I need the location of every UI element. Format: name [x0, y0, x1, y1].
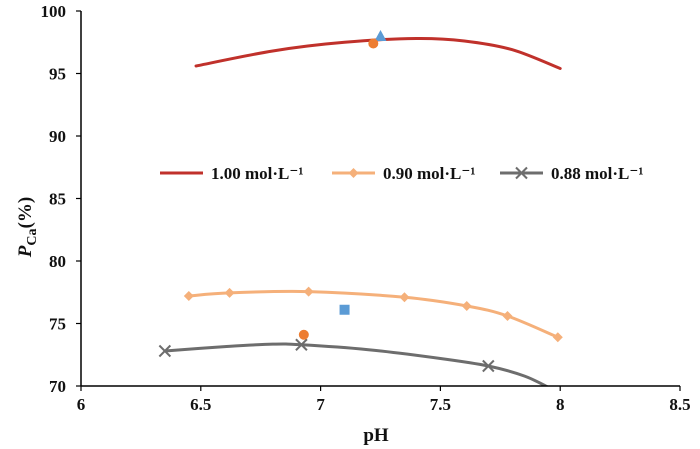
y-axis-title-suffix: (%) [15, 197, 36, 229]
y-tick-label: 85 [49, 190, 66, 209]
extra-point-4 [298, 329, 309, 340]
series-2-point [552, 332, 563, 343]
series-2-point [303, 286, 314, 297]
legend-label-1: 1.00 mol·L⁻¹ [211, 164, 303, 183]
x-tick-label: 6.5 [190, 395, 211, 414]
y-tick-label: 95 [49, 65, 66, 84]
series-3-point [482, 359, 495, 373]
legend-label-3: 0.88 mol·L⁻¹ [551, 164, 643, 183]
x-tick-label: 6 [77, 395, 86, 414]
series-2 [183, 286, 563, 343]
series-2-point [183, 291, 194, 301]
points-layer [298, 30, 387, 340]
series-3-point-stroke-b [482, 359, 495, 373]
legend-marker-2 [348, 168, 359, 178]
legend-marker-3 [515, 166, 528, 180]
series-3-line [163, 342, 550, 386]
y-axis-title: PCa(%) [15, 197, 40, 258]
series-3-point [295, 338, 308, 351]
series-3-point [158, 344, 172, 358]
series-2-point [224, 287, 235, 298]
y-tick-label: 100 [41, 2, 67, 21]
y-tick-label: 75 [49, 315, 66, 334]
x-tick-label: 7 [316, 395, 325, 414]
y-axis-title-main: P [15, 245, 36, 258]
ticks-layer: 6 6.5 7 7.5 8 8.5 70 75 80 85 90 95 100 [41, 2, 691, 414]
series-3-point-stroke-b [295, 338, 308, 351]
extra-point-3 [339, 304, 350, 315]
series-1 [194, 36, 562, 70]
legend-item-1: 1.00 mol·L⁻¹ [160, 164, 303, 183]
legend-label-2: 0.90 mol·L⁻¹ [383, 164, 475, 183]
series-2-point [399, 292, 410, 303]
legend: 1.00 mol·L⁻¹ 0.90 mol·L⁻¹ 0.88 mol·L⁻¹ [160, 164, 643, 183]
legend-item-2: 0.90 mol·L⁻¹ [332, 164, 475, 183]
y-tick-label: 80 [49, 252, 66, 271]
series-2-point [461, 301, 472, 311]
series-1-line [194, 36, 562, 70]
extra-point-2 [368, 38, 379, 49]
series-layer [158, 36, 563, 386]
series-3 [158, 338, 550, 386]
legend-marker-3-stroke-b [515, 166, 528, 180]
x-tick-label: 7.5 [430, 395, 451, 414]
legend-item-3: 0.88 mol·L⁻¹ [500, 164, 643, 183]
extra-point-1 [374, 30, 387, 41]
series-2-line [187, 289, 560, 339]
y-axis-title-sub: Ca [25, 228, 40, 245]
series-2-point [502, 311, 513, 321]
x-tick-label: 8 [556, 395, 565, 414]
series-3-point-stroke-b [158, 344, 172, 358]
x-axis-title: pH [363, 425, 389, 446]
y-tick-label: 70 [49, 377, 66, 396]
y-tick-label: 90 [49, 127, 66, 146]
x-tick-label: 8.5 [669, 395, 690, 414]
